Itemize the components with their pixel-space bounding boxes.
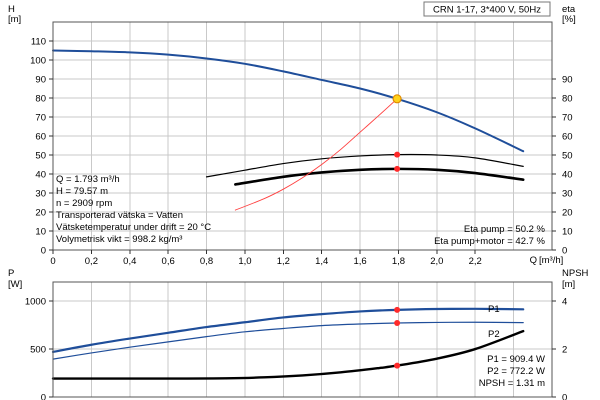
npsh-axis-unit: [m] [562,279,575,290]
eta-axis-ticks: 0 10 20 30 40 50 60 70 80 90 [552,75,573,257]
y-left-tick-label: 50 [35,151,46,162]
x-tick-label: 0,6 [162,256,175,267]
y-left-tick-label: 70 [35,113,46,124]
y-right-tick-label: 60 [562,132,573,143]
series-line-eta-pump [205,153,524,178]
eta-axis-unit: [%] [562,14,576,25]
info-eta-pump-motor: Eta pump+motor = 42.7 % [434,236,545,247]
power-axis-ticks: 0 500 1000 [25,297,53,400]
y-left-tick-label: 90 [35,75,46,86]
series-label-p2: P2 [488,329,500,340]
head-efficiency-plot: 0 10 20 30 40 50 60 70 80 90 100 110 0 10 20 30 40 50 60 7… [8,1,576,267]
npsh-axis-ticks: 0 2 4 [552,297,567,400]
series-line-npsh [51,329,525,380]
bottom-markers [394,306,401,369]
flow-axis-ticks: 0 0,2 0,4 0,6 0,8 1,0 1,2 1,4 1,6 1,8 2,0 2,2 [50,250,482,267]
x-tick-label: 1,8 [392,256,405,267]
efficiency-info: Eta pump = 50.2 % Eta pump+motor = 42.7 … [434,224,545,247]
operating-point-marker-p1 [394,306,401,313]
y-right-tick-label: 50 [562,151,573,162]
y-left-tick-label: 100 [30,56,46,67]
y-right-tick-label: 70 [562,113,573,124]
top-grid [53,22,552,250]
info-p2: P2 = 772.2 W [487,366,545,377]
npsh-axis-label: NPSH [562,268,589,279]
y-left-tick-label: 60 [35,132,46,143]
info-eta-pump: Eta pump = 50.2 % [464,224,546,235]
y-left-tick-label: 30 [35,189,46,200]
x-tick-label: 2,0 [430,256,443,267]
power-info: P1 = 909.4 W P2 = 772.2 W NPSH = 1.31 m [479,354,545,389]
head-axis-ticks: 0 10 20 30 40 50 60 70 80 90 100 110 [30,37,53,257]
x-axis-unit: [m³/h] [539,255,563,266]
y-left-tick-label: 20 [35,208,46,219]
info-liquid: Transporterad vätska = Vatten [56,210,183,221]
x-tick-label: 1,6 [353,256,366,267]
info-p1: P1 = 909.4 W [487,354,545,365]
y-right-tick-label: 20 [562,208,573,219]
operating-point-marker-p2 [394,319,401,326]
series-line-system-curve [234,98,398,211]
y-left-tick-label: 500 [30,345,46,356]
x-tick-label: 2,2 [469,256,482,267]
y-left-tick-label: 80 [35,94,46,105]
series-line-p2 [52,321,524,360]
y-right-tick-label: 90 [562,75,573,86]
x-tick-label: 1,2 [277,256,290,267]
top-markers [392,94,402,172]
y-right-tick-label: 0 [562,393,567,400]
head-axis-label: H [8,4,15,15]
x-tick-label: 0 [50,256,55,267]
operating-point-marker-npsh [394,362,401,369]
y-left-tick-label: 1000 [25,297,46,308]
bottom-plot-frame [52,281,553,398]
info-density: Volymetrisk vikt = 998.2 kg/m³ [56,234,182,245]
operating-point-marker-eta-pump-motor [394,165,401,172]
info-speed: n = 2909 rpm [56,198,112,209]
operating-point-marker-eta-pump [394,151,401,158]
series-line-h [52,49,525,153]
y-left-tick-label: 40 [35,170,46,181]
x-tick-label: 0,4 [123,256,136,267]
power-axis-unit: [W] [8,279,22,290]
power-axis-label: P [8,268,14,279]
x-tick-label: 1,0 [238,256,251,267]
info-flow: Q = 1.793 m³/h [56,174,120,185]
y-left-tick-label: 110 [31,37,46,48]
info-temperature: Vätsketemperatur under drift = 20 °C [56,222,211,233]
info-head: H = 79.57 m [56,186,108,197]
series-line-eta-pump-motor [234,167,525,186]
y-right-tick-label: 4 [562,297,567,308]
y-left-tick-label: 0 [41,246,46,257]
head-axis-unit: [m] [8,14,21,25]
y-left-tick-label: 10 [35,227,46,238]
top-series [52,49,525,211]
y-right-tick-label: 10 [562,227,573,238]
chart-title: CRN 1-17, 3*400 V, 50Hz [433,5,541,16]
y-right-tick-label: 2 [562,345,567,356]
y-left-tick-label: 0 [41,393,46,400]
x-axis-label: Q [530,255,537,266]
power-npsh-plot: 0 500 1000 0 2 4 P [W] NPSH [m] P1 P2 P1 = 9… [8,268,589,400]
series-line-p1 [51,307,525,354]
eta-axis-label: eta [562,4,576,15]
bottom-series [51,307,525,380]
x-tick-label: 1,4 [315,256,328,267]
y-right-tick-label: 40 [562,170,573,181]
y-right-tick-label: 80 [562,94,573,105]
info-npsh: NPSH = 1.31 m [479,378,545,389]
chart-title-box [423,1,551,17]
x-tick-label: 0,8 [200,256,213,267]
x-tick-label: 0,2 [85,256,98,267]
series-label-p1: P1 [488,304,500,315]
y-right-tick-label: 0 [562,246,567,257]
operating-point-marker-h [392,94,402,104]
operating-point-info: Q = 1.793 m³/h H = 79.57 m n = 2909 rpm … [56,174,211,245]
y-right-tick-label: 30 [562,189,573,200]
